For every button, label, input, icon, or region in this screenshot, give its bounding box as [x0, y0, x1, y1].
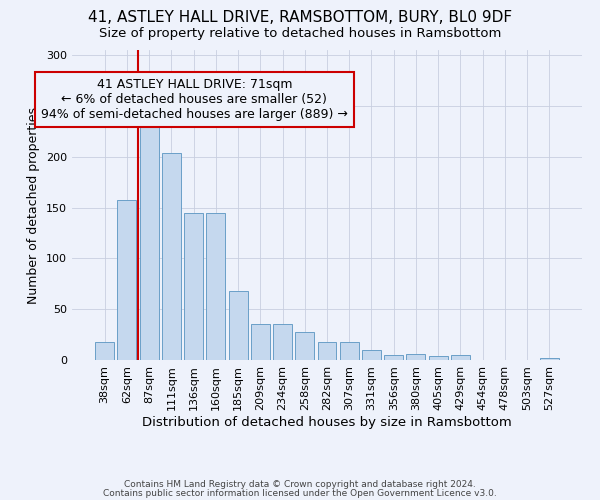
X-axis label: Distribution of detached houses by size in Ramsbottom: Distribution of detached houses by size …	[142, 416, 512, 428]
Bar	[540, 358, 559, 360]
Text: 41, ASTLEY HALL DRIVE, RAMSBOTTOM, BURY, BL0 9DF: 41, ASTLEY HALL DRIVE, RAMSBOTTOM, BURY,…	[88, 10, 512, 25]
Bar	[273, 324, 292, 360]
Bar	[95, 342, 114, 360]
Bar	[406, 354, 425, 360]
Bar	[162, 152, 181, 360]
Bar	[184, 212, 203, 360]
Y-axis label: Number of detached properties: Number of detached properties	[28, 106, 40, 304]
Text: Size of property relative to detached houses in Ramsbottom: Size of property relative to detached ho…	[99, 28, 501, 40]
Bar	[206, 212, 225, 360]
Bar	[229, 291, 248, 360]
Bar	[118, 200, 136, 360]
Text: 41 ASTLEY HALL DRIVE: 71sqm
← 6% of detached houses are smaller (52)
94% of semi: 41 ASTLEY HALL DRIVE: 71sqm ← 6% of deta…	[41, 78, 348, 121]
Bar	[429, 356, 448, 360]
Bar	[317, 342, 337, 360]
Bar	[340, 342, 359, 360]
Bar	[384, 355, 403, 360]
Bar	[251, 324, 270, 360]
Text: Contains public sector information licensed under the Open Government Licence v3: Contains public sector information licen…	[103, 489, 497, 498]
Bar	[140, 105, 158, 360]
Text: Contains HM Land Registry data © Crown copyright and database right 2024.: Contains HM Land Registry data © Crown c…	[124, 480, 476, 489]
Bar	[451, 355, 470, 360]
Bar	[362, 350, 381, 360]
Bar	[295, 332, 314, 360]
